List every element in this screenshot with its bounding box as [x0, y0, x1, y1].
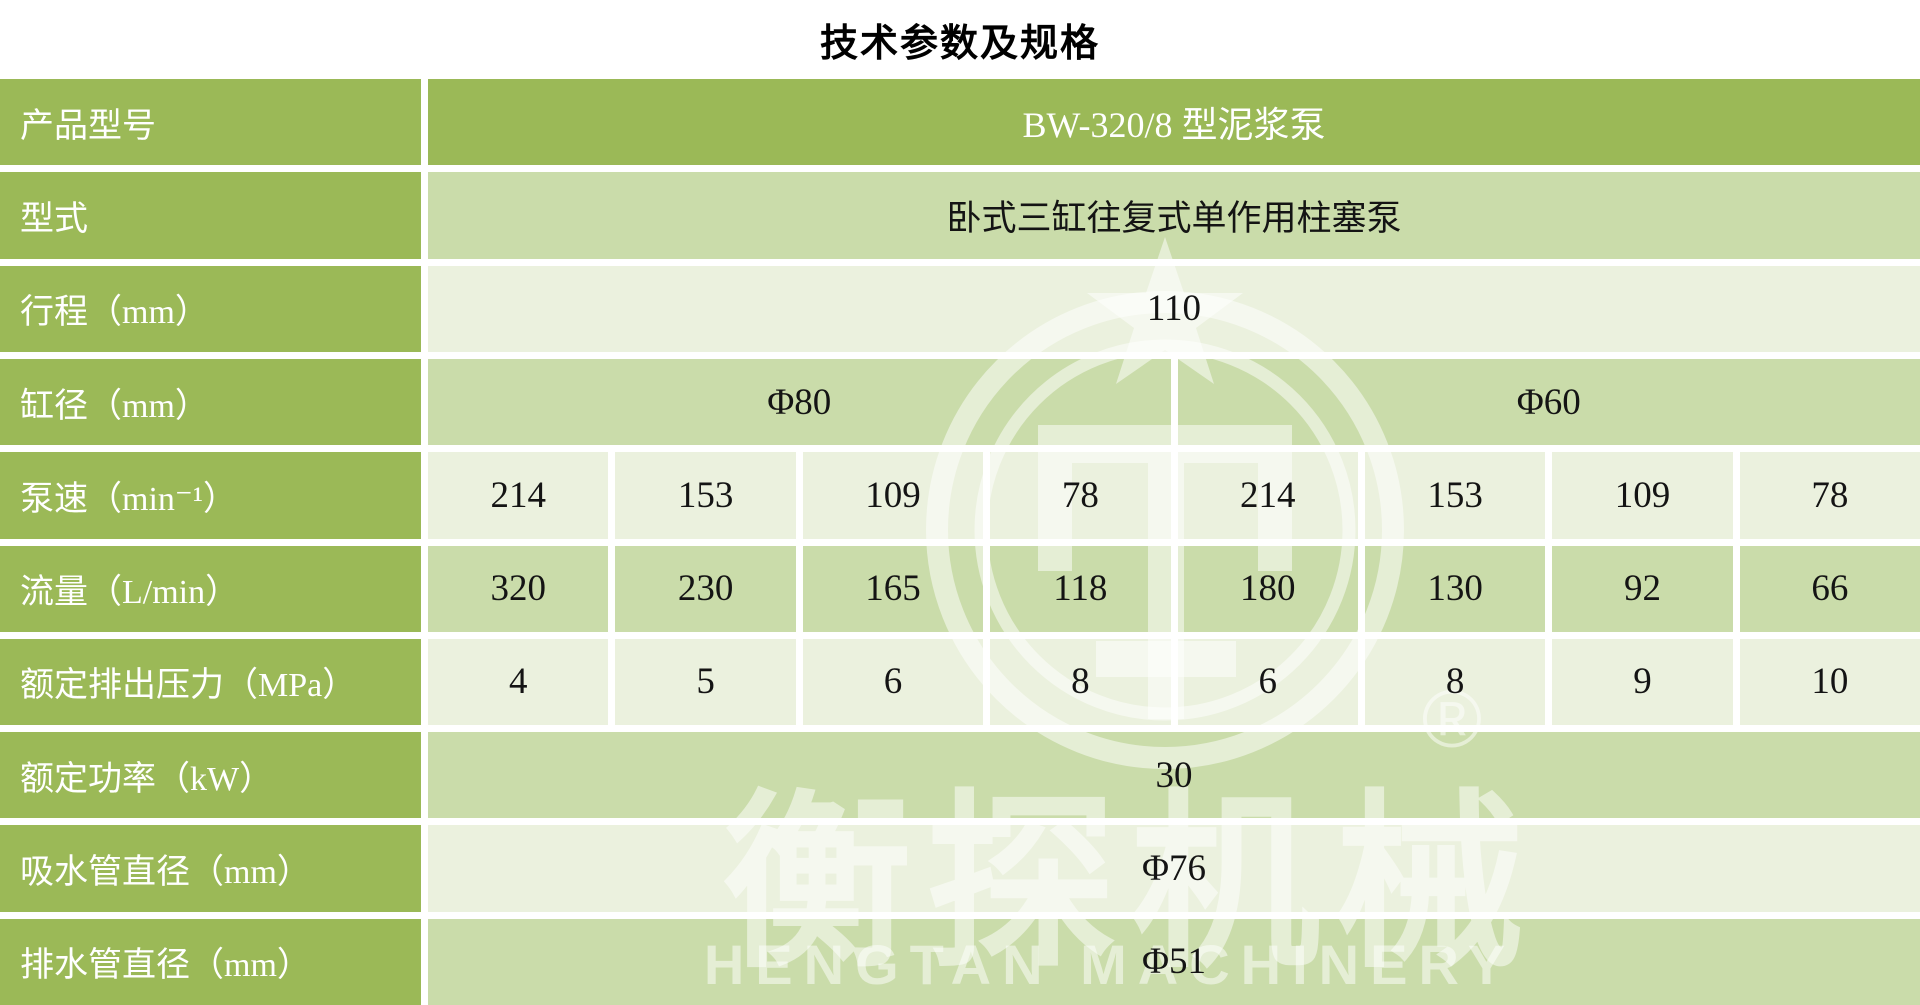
page-title-bar: 技术参数及规格: [0, 0, 1920, 79]
value-flow-rate-4: 118: [990, 545, 1171, 632]
value-flow-rate-2: 230: [615, 545, 796, 632]
value-pressure-6: 8: [1364, 638, 1546, 726]
value-pump-speed-4: 78: [990, 452, 1171, 539]
value-pressure-2: 5: [615, 638, 796, 726]
value-pressure-1: 4: [428, 638, 609, 726]
value-stroke: 110: [428, 265, 1920, 352]
value-pump-speed-6: 153: [1364, 452, 1546, 539]
value-flow-rate-7: 92: [1552, 545, 1733, 632]
value-pressure-4: 8: [990, 638, 1171, 726]
value-product-model: BW-320/8 型泥浆泵: [428, 79, 1920, 166]
value-flow-rate-3: 165: [802, 545, 984, 632]
row-label-pump-speed: 泵速（min⁻¹）: [0, 452, 421, 539]
value-discharge-pipe-diameter: Φ51: [428, 918, 1920, 1005]
value-pump-speed-8: 78: [1739, 452, 1920, 539]
row-label-product-model: 产品型号: [0, 79, 421, 166]
row-label-pump-type: 型式: [0, 172, 421, 259]
value-pressure-8: 10: [1739, 638, 1920, 726]
row-label-rated-power: 额定功率（kW）: [0, 732, 421, 819]
row-label-discharge-pipe-diameter: 排水管直径（mm）: [0, 918, 421, 1005]
value-pump-speed-2: 153: [615, 452, 796, 539]
value-pressure-3: 6: [802, 638, 984, 726]
value-pump-speed-1: 214: [428, 452, 609, 539]
value-rated-power: 30: [428, 732, 1920, 819]
value-pump-speed-5: 214: [1177, 452, 1358, 539]
value-flow-rate-5: 180: [1177, 545, 1358, 632]
value-pressure-7: 9: [1552, 638, 1733, 726]
row-label-cylinder-diameter: 缸径（mm）: [0, 358, 421, 446]
row-label-stroke: 行程（mm）: [0, 265, 421, 352]
value-flow-rate-8: 66: [1739, 545, 1920, 632]
value-pump-speed-7: 109: [1552, 452, 1733, 539]
row-label-rated-discharge-pressure: 额定排出压力（MPa）: [0, 638, 421, 726]
value-pump-type: 卧式三缸往复式单作用柱塞泵: [428, 172, 1920, 259]
value-cylinder-diameter-60: Φ60: [1177, 358, 1920, 446]
value-cylinder-diameter-80: Φ80: [428, 358, 1171, 446]
value-flow-rate-6: 130: [1364, 545, 1546, 632]
value-flow-rate-1: 320: [428, 545, 609, 632]
value-pressure-5: 6: [1177, 638, 1358, 726]
spec-table: 产品型号 BW-320/8 型泥浆泵 型式 卧式三缸往复式单作用柱塞泵 行程（m…: [0, 79, 1920, 1005]
value-pump-speed-3: 109: [802, 452, 984, 539]
row-label-suction-pipe-diameter: 吸水管直径（mm）: [0, 825, 421, 912]
value-suction-pipe-diameter: Φ76: [428, 825, 1920, 912]
page-title: 技术参数及规格: [819, 23, 1100, 65]
row-label-flow-rate: 流量（L/min）: [0, 545, 421, 632]
